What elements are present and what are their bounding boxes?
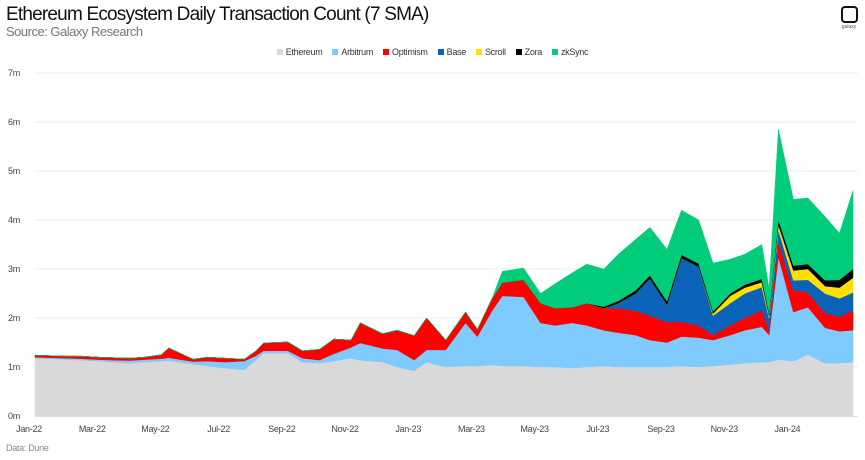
legend-label: Optimism [392, 47, 428, 57]
x-tick-label: May-23 [520, 424, 549, 434]
chart-subtitle: Source: Galaxy Research [6, 24, 143, 39]
galaxy-logo: galaxy [838, 6, 860, 30]
x-tick-label: Jan-22 [16, 424, 42, 434]
y-tick-label: 4m [8, 215, 20, 225]
legend-swatch [332, 49, 339, 55]
x-tick-label: Jan-23 [395, 424, 421, 434]
legend-label: Base [446, 47, 467, 57]
y-tick-label: 7m [8, 68, 20, 78]
x-tick-label: Mar-23 [458, 424, 485, 434]
y-tick-label: 0m [8, 411, 20, 421]
chart-legend: Ethereum Arbitrum Optimism Base Scroll Zora zk… [0, 47, 865, 57]
legend-swatch [475, 49, 482, 55]
legend-item-arbitrum: Arbitrum [332, 47, 373, 57]
galaxy-logo-icon [840, 6, 858, 23]
galaxy-logo-text: galaxy [841, 24, 857, 30]
legend-swatch [437, 49, 444, 55]
legend-item-ethereum: Ethereum [276, 47, 323, 57]
legend-item-zksync: zkSync [551, 47, 589, 57]
legend-swatch [383, 49, 390, 55]
y-tick-label: 6m [8, 117, 20, 127]
x-tick-label: Nov-22 [331, 424, 359, 434]
x-tick-label: Mar-22 [79, 424, 106, 434]
legend-label: Ethereum [285, 47, 323, 57]
x-tick-label: Nov-23 [711, 424, 739, 434]
x-tick-label: Sep-23 [647, 424, 675, 434]
x-tick-label: Jul-23 [586, 424, 609, 434]
x-tick-label: Sep-22 [268, 424, 296, 434]
legend-label: Scroll [484, 47, 506, 57]
legend-item-scroll: Scroll [475, 47, 506, 57]
y-tick-label: 3m [8, 264, 20, 274]
legend-item-optimism: Optimism [383, 47, 428, 57]
x-tick-label: May-22 [141, 424, 170, 434]
data-source-footer: Data: Dune [6, 443, 49, 453]
x-tick-label: Jan-24 [775, 424, 801, 434]
x-tick-label: Jul-22 [207, 424, 230, 434]
y-tick-label: 1m [8, 362, 20, 372]
legend-label: Zora [524, 47, 543, 57]
area-zksync [34, 129, 854, 360]
legend-swatch [551, 49, 558, 55]
legend-label: zkSync [560, 47, 589, 57]
legend-swatch [515, 49, 522, 55]
legend-item-zora: Zora [515, 47, 543, 57]
legend-item-base: Base [437, 47, 467, 57]
legend-swatch [276, 49, 283, 55]
legend-label: Arbitrum [341, 47, 374, 57]
y-tick-label: 5m [8, 166, 20, 176]
chart-title: Ethereum Ecosystem Daily Transaction Cou… [6, 4, 429, 25]
y-tick-label: 2m [8, 313, 20, 323]
